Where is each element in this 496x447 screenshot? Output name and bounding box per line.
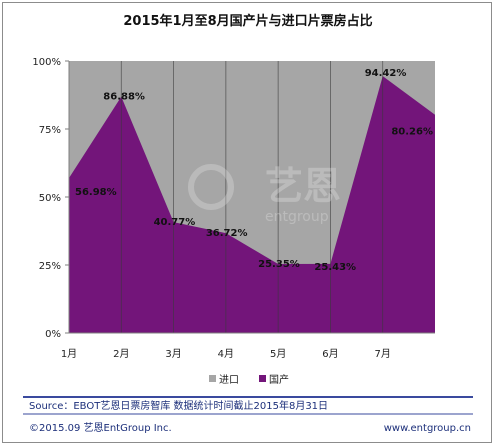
- x-tick-label: 6月: [322, 348, 338, 360]
- data-label: 40.77%: [154, 217, 196, 228]
- legend-swatch: [259, 375, 266, 382]
- watermark-subtext: entgroup: [265, 209, 329, 225]
- watermark-logo-icon: [188, 164, 234, 210]
- watermark: 艺恩 entgroup: [188, 164, 341, 225]
- x-tick-label: 7月: [375, 348, 391, 360]
- legend-swatch: [209, 375, 216, 382]
- y-tick-label: 25%: [39, 261, 61, 272]
- y-tick-label: 75%: [39, 125, 61, 136]
- data-labels: 56.98% 86.88% 40.77% 36.72% 25.35% 25.43% 94.4…: [75, 68, 433, 273]
- data-label: 25.35%: [258, 259, 300, 270]
- x-tick-label: 4月: [218, 348, 234, 360]
- y-tick-label: 50%: [39, 193, 61, 204]
- plot-area: [69, 61, 435, 333]
- data-label: 80.26%: [391, 127, 433, 138]
- data-label: 94.42%: [365, 68, 407, 79]
- x-tick-label: 3月: [165, 348, 181, 360]
- y-tick-label: 0%: [45, 329, 61, 340]
- legend-label: 进口: [219, 374, 239, 386]
- y-tick-label: 100%: [32, 57, 61, 68]
- watermark-text: 艺恩: [265, 164, 341, 208]
- chart-frame: 2015年1月至8月国产片与进口片票房占比 艺恩 entgroup 56.98%…: [2, 2, 492, 443]
- footer-source: Source：EBOT艺恩日票房智库 数据统计时间截止2015年8月31日: [29, 399, 328, 412]
- legend-label: 国产: [269, 373, 289, 386]
- data-label: 36.72%: [206, 228, 248, 239]
- footer-url: www.entgroup.cn: [384, 423, 471, 434]
- chart-svg: 2015年1月至8月国产片与进口片票房占比 艺恩 entgroup 56.98%…: [23, 13, 473, 434]
- data-label: 56.98%: [75, 187, 117, 198]
- legend: 进口 国产: [209, 373, 289, 386]
- chart-title: 2015年1月至8月国产片与进口片票房占比: [123, 13, 372, 29]
- axes: 0% 25% 50% 75% 100% 1月 2月 3月 4月 5月 6月 7月: [32, 57, 435, 360]
- x-tick-label: 5月: [270, 348, 286, 360]
- data-label: 86.88%: [103, 92, 145, 103]
- x-tick-label: 2月: [113, 348, 129, 360]
- footer-copyright: ©2015.09 艺恩EntGroup Inc.: [29, 422, 172, 434]
- series-area-domestic: [69, 76, 435, 333]
- data-label: 25.43%: [314, 262, 356, 273]
- x-tick-label: 1月: [61, 348, 77, 360]
